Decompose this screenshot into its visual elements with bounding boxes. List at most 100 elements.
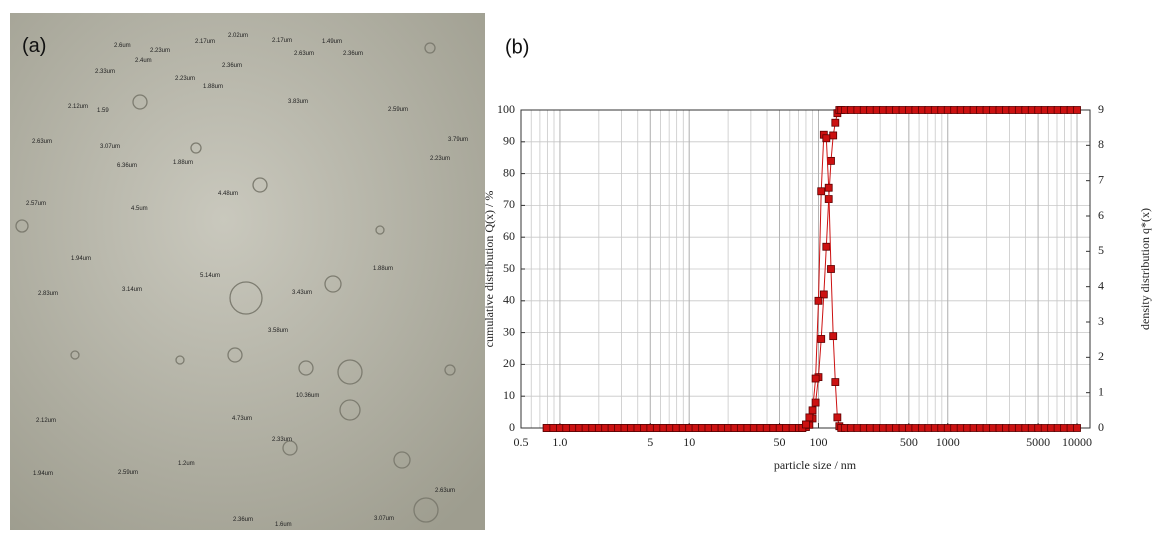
series-line [546,133,1078,429]
point-marker [672,424,681,432]
point-marker [627,424,635,432]
droplet-label: 2.17um [272,38,292,44]
point-marker [885,424,894,432]
panel-label: (b) [505,36,529,58]
point-marker [859,424,868,432]
point-marker [976,424,984,432]
micrograph-background [10,13,485,530]
droplet-label: 2.02um [228,33,248,39]
point-marker [829,131,838,140]
point-marker [1034,424,1043,432]
point-marker [853,424,862,432]
point-marker [1008,424,1017,432]
point-marker [678,424,687,432]
y2-tick-label: 0 [1098,420,1104,434]
point-marker [665,424,674,432]
y2-tick-label: 4 [1098,278,1104,292]
point-marker [1047,424,1056,432]
point-marker [995,424,1004,432]
x-tick-label: 0.5 [514,435,529,449]
point-marker [594,424,603,432]
point-marker [866,106,875,114]
y2-tick-label: 3 [1098,314,1104,328]
droplet-label: 2.23um [430,156,450,162]
droplet-label: 3.83um [288,99,308,105]
point-marker [956,106,965,114]
point-marker [717,424,726,432]
point-marker [976,106,984,114]
point-marker [1073,424,1081,432]
point-marker [775,424,784,432]
point-marker [982,424,991,432]
point-marker [691,424,700,432]
point-marker [601,424,610,432]
droplet-label: 2.36um [222,63,242,69]
droplet-label: 4.5um [131,206,148,212]
droplet-label: 2.12um [68,104,88,110]
point-marker [943,424,952,432]
droplet-label: 2.6um [114,43,131,49]
point-marker [614,424,623,432]
point-marker [905,424,913,432]
droplet-label: 3.43um [292,290,312,296]
point-marker [950,106,959,114]
point-marker [1027,424,1036,432]
point-marker [963,106,972,114]
panel-label: (a) [22,35,46,57]
point-marker [743,424,752,432]
point-marker [749,424,758,432]
point-marker [1066,424,1075,432]
point-marker [652,424,661,432]
droplet-label: 2.83um [38,291,58,297]
point-marker [853,106,862,114]
x-tick-label: 10 [683,435,695,449]
point-marker [562,424,571,432]
point-marker [811,398,820,407]
point-marker [588,424,597,432]
point-marker [581,424,590,432]
point-marker [640,424,648,432]
point-marker [937,424,946,432]
point-marker [549,424,558,432]
point-marker [989,424,997,432]
point-marker [827,265,835,273]
point-marker [937,106,946,114]
y-tick-label: 10 [503,388,515,402]
point-marker [1060,106,1068,114]
point-marker [724,424,733,432]
point-marker [872,106,881,114]
point-marker [898,106,907,114]
droplet-label: 2.36um [343,51,363,57]
point-marker [859,106,868,114]
point-marker [1034,106,1043,114]
droplet-label: 2.12um [36,418,56,424]
x-tick-label: 100 [809,435,827,449]
droplet-label: 6.36um [117,163,137,169]
point-marker [846,424,855,432]
point-marker [762,424,771,432]
droplet-label: 3.07um [374,516,394,522]
point-marker [930,424,939,432]
point-marker [1002,424,1010,432]
point-marker [905,106,913,114]
point-marker [620,424,629,432]
y-axis-label: cumulative distribution Q(x) / % [482,191,496,348]
point-marker [969,106,978,114]
point-marker [817,335,826,343]
point-marker [822,242,831,251]
droplet-label: 2.23um [150,48,170,54]
x-tick-label: 10000 [1062,435,1092,449]
x-tick-label: 5000 [1026,435,1050,449]
point-marker [885,106,894,114]
droplet-label: 1.88um [203,84,223,90]
droplet-label: 1.88um [173,160,193,166]
y2-tick-label: 1 [1098,384,1104,398]
droplet-label: 2.63um [294,51,314,57]
point-marker [756,424,765,432]
point-marker [736,424,745,432]
y-tick-label: 50 [503,261,515,275]
point-marker [814,296,823,305]
y2-tick-label: 6 [1098,208,1104,222]
x-tick-label: 1000 [936,435,960,449]
